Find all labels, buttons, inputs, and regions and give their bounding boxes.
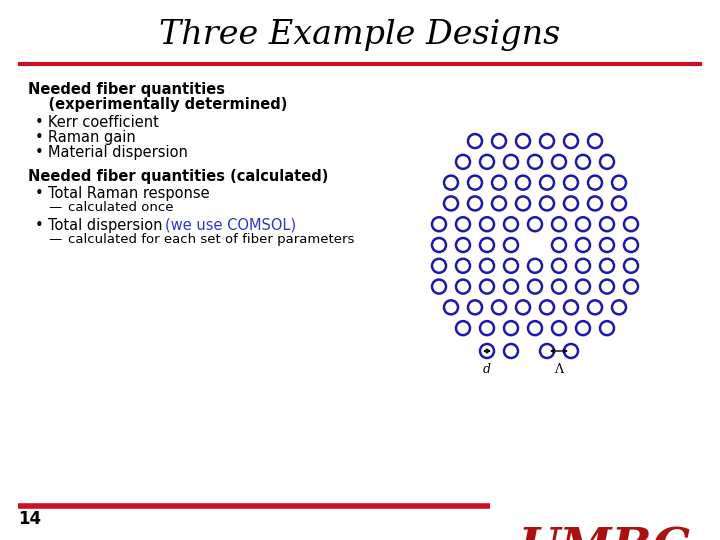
Text: 14: 14: [18, 510, 41, 528]
Text: Raman gain: Raman gain: [48, 130, 136, 145]
Text: Λ: Λ: [554, 363, 564, 376]
Text: Needed fiber quantities (calculated): Needed fiber quantities (calculated): [28, 169, 328, 184]
Text: •: •: [35, 145, 44, 160]
Text: •: •: [35, 115, 44, 130]
Text: —: —: [48, 233, 61, 246]
Text: •: •: [35, 130, 44, 145]
Text: UMBC: UMBC: [518, 526, 690, 540]
Text: (experimentally determined): (experimentally determined): [28, 97, 287, 112]
Text: calculated once: calculated once: [68, 201, 174, 214]
Text: •: •: [35, 218, 44, 233]
Text: Kerr coefficient: Kerr coefficient: [48, 115, 159, 130]
Text: d: d: [483, 363, 491, 376]
Text: calculated for each set of fiber parameters: calculated for each set of fiber paramet…: [68, 233, 354, 246]
Text: Material dispersion: Material dispersion: [48, 145, 188, 160]
Text: Total Raman response: Total Raman response: [48, 186, 210, 201]
Text: (we use COMSOL): (we use COMSOL): [165, 218, 296, 233]
Text: Needed fiber quantities: Needed fiber quantities: [28, 82, 225, 97]
Text: •: •: [35, 186, 44, 201]
Text: Three Example Designs: Three Example Designs: [159, 19, 561, 51]
Text: Total dispersion: Total dispersion: [48, 218, 167, 233]
Text: —: —: [48, 201, 61, 214]
